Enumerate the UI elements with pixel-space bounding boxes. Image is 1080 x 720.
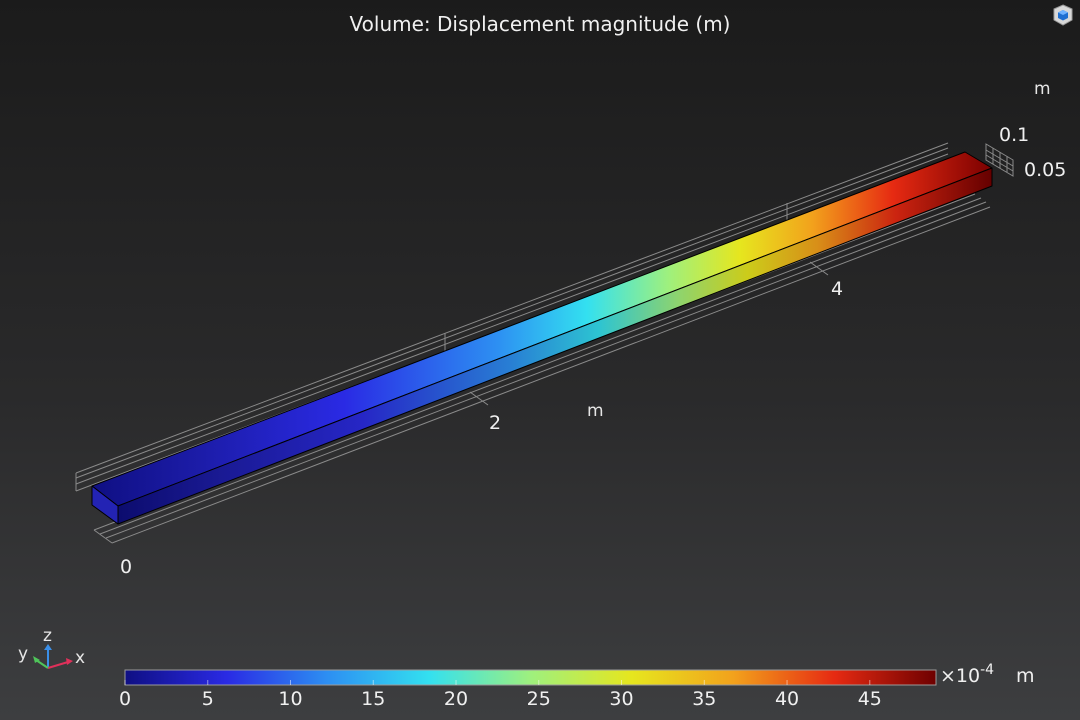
x-axis-unit: m: [587, 401, 604, 421]
axis-orientation-triad: z x y: [18, 626, 85, 669]
x-tick-label: 4: [831, 278, 843, 300]
beam-top-face: [91, 151, 993, 507]
triad-y-label: y: [18, 644, 28, 664]
colorbar-multiplier: ×10-4: [940, 662, 994, 687]
x-tick-label: 2: [489, 412, 501, 434]
color-legend: 0 5 10 15 20 25 30 35 40 45 ×10-4 m: [119, 662, 1035, 710]
colorbar-tick-label: 30: [609, 688, 633, 710]
triad-x-label: x: [75, 648, 85, 668]
colorbar-tick-label: 45: [858, 688, 882, 710]
colorbar-unit: m: [1016, 665, 1035, 687]
back-grid-plane: [75, 142, 949, 492]
plot-title: Volume: Displacement magnitude (m): [349, 12, 731, 36]
beam-end-face: [91, 485, 119, 525]
colorbar-tick-label: 20: [444, 688, 468, 710]
colorbar-ticks: 0 5 10 15 20 25 30 35 40 45: [119, 680, 882, 710]
colorbar-tick-label: 25: [527, 688, 551, 710]
colorbar-tick-label: 35: [692, 688, 716, 710]
view-cube-icon[interactable]: [1052, 4, 1074, 26]
triad-z-label: z: [43, 626, 52, 646]
z-tick-label: 0.05: [1024, 159, 1066, 181]
colorbar-tick-label: 10: [278, 688, 302, 710]
floor-grid-plane: [93, 193, 991, 544]
beam-side-face: [117, 167, 993, 525]
colorbar-tick-label: 0: [119, 688, 131, 710]
colorbar-tick-label: 15: [361, 688, 385, 710]
beam-geometry[interactable]: [91, 151, 993, 525]
z-tick-label: 0.1: [999, 124, 1029, 146]
colorbar-tick-label: 40: [775, 688, 799, 710]
side-grid-plane: [985, 143, 1014, 177]
colorbar-tick-label: 5: [202, 688, 214, 710]
colorbar: [124, 669, 937, 686]
z-axis-unit: m: [1034, 79, 1051, 99]
x-tick-label: 0: [120, 556, 132, 578]
